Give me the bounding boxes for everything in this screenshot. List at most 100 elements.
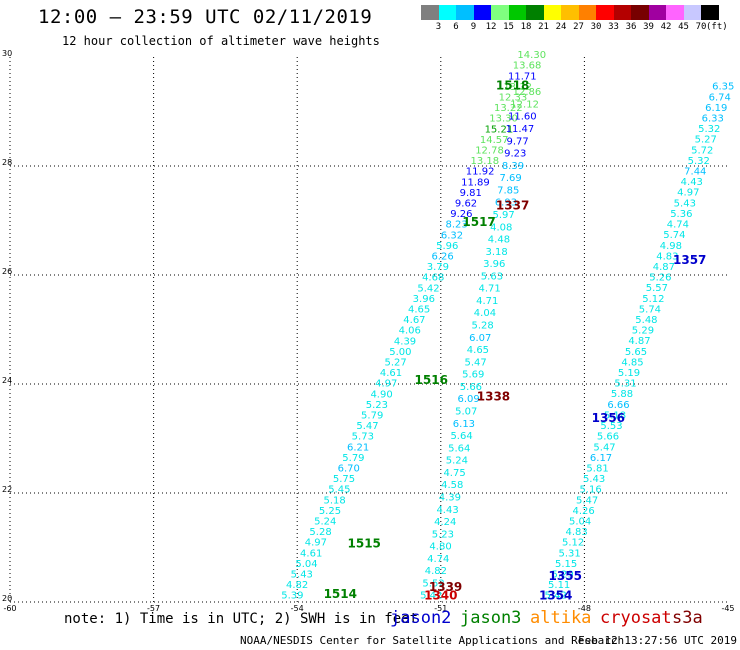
color-scale-cell: [438, 5, 456, 20]
swh-value-track-left: 5.42: [417, 283, 439, 294]
color-scale-cell: [648, 5, 666, 20]
swh-value-track-right: 4.98: [660, 241, 682, 252]
swh-value-track-right: 5.42: [545, 591, 567, 602]
orbit-label: 1515: [348, 537, 381, 551]
swh-value-track-right: 5.36: [670, 209, 692, 220]
swh-value-track-right: 4.85: [621, 357, 643, 368]
swh-value-track-middle: 4.82: [425, 566, 447, 577]
swh-value-track-middle: 4.04: [474, 308, 496, 319]
swh-value-track-left: 4.65: [408, 305, 430, 316]
swh-value-track-right: 5.04: [569, 516, 591, 527]
orbit-label: 1337: [496, 199, 529, 213]
swh-value-track-right: 4.87: [628, 336, 650, 347]
color-scale-cell: [543, 5, 561, 20]
swh-value-track-middle: 4.08: [490, 222, 512, 233]
footer-credit: NOAA/NESDIS Center for Satellite Applica…: [240, 634, 625, 647]
swh-value-track-left: 4.82: [286, 580, 308, 591]
color-scale-cell: [683, 5, 701, 20]
color-scale-unit: (ft): [706, 22, 728, 32]
swh-value-track-left: 5.04: [295, 559, 317, 570]
swh-value-track-left: 5.43: [291, 570, 313, 581]
swh-value-track-right: 5.43: [583, 474, 605, 485]
swh-value-track-left: 5.47: [356, 421, 378, 432]
color-scale-label: 15: [503, 22, 514, 32]
x-tick-label: -51: [434, 604, 447, 613]
legend-jason2: jason2: [390, 608, 452, 628]
swh-value-track-left: 4.61: [300, 548, 322, 559]
swh-value-track-right: 5.29: [632, 326, 654, 337]
swh-value-track-left: 5.18: [324, 495, 346, 506]
x-tick-label: -54: [291, 604, 304, 613]
swh-value-track-middle: 7.69: [499, 173, 521, 184]
swh-value-track-right: 5.74: [663, 230, 685, 241]
swh-value-track-left: 13.68: [513, 61, 542, 72]
color-scale-label: 18: [520, 22, 532, 32]
swh-value-track-right: 6.19: [705, 103, 727, 114]
swh-value-track-left: 5.00: [389, 347, 411, 358]
swh-value-track-right: 5.12: [562, 538, 584, 549]
color-scale-cell: [561, 5, 579, 20]
color-scale-label: 12: [485, 22, 497, 32]
swh-value-track-middle: 6.07: [469, 333, 491, 344]
orbit-label: 1514: [324, 587, 357, 601]
swh-value-track-middle: 4.80: [429, 542, 451, 553]
swh-value-track-middle: 5.66: [460, 382, 482, 393]
color-scale-label: 42: [660, 22, 672, 32]
swh-value-track-middle: 11.47: [506, 124, 535, 135]
swh-value-track-right: 5.74: [639, 304, 661, 315]
swh-value-track-left: 5.25: [319, 506, 341, 517]
swh-value-track-middle: 5.07: [455, 406, 477, 417]
orbit-label: 1518: [496, 79, 529, 93]
swh-value-track-right: 4.83: [565, 527, 587, 538]
swh-value-track-middle: 9.23: [504, 149, 526, 160]
color-scale-cell: [491, 5, 509, 20]
y-tick-label: 28: [2, 158, 12, 167]
swh-value-track-left: 6.26: [431, 252, 453, 263]
swh-value-track-right: 4.83: [656, 251, 678, 262]
swh-value-track-left: 5.96: [436, 241, 458, 252]
swh-value-track-left: 6.21: [347, 442, 369, 453]
color-scale-cell: [421, 5, 439, 20]
swh-value-track-right: 5.53: [600, 421, 622, 432]
swh-value-track-right: 6.66: [607, 400, 629, 411]
color-scale-label: 39: [643, 22, 654, 32]
swh-value-track-left: 5.75: [333, 474, 355, 485]
orbit-label: 1357: [673, 253, 706, 267]
x-tick-label: -57: [147, 604, 160, 613]
swh-value-track-middle: 9.77: [506, 136, 528, 147]
legend-jason3: jason3: [460, 608, 522, 628]
swh-value-track-middle: 12.12: [510, 99, 539, 110]
swh-value-track-right: 5.26: [649, 273, 671, 284]
color-scale-cell: [701, 5, 719, 20]
swh-value-track-right: 4.97: [677, 188, 699, 199]
swh-value-track-middle: 11.60: [508, 112, 537, 123]
swh-value-track-right: 5.11: [548, 580, 570, 591]
swh-value-track-middle: 4.24: [434, 517, 456, 528]
y-tick-label: 22: [2, 485, 12, 494]
swh-value-track-left: 13.12: [503, 82, 532, 93]
color-scale-cell: [473, 5, 491, 20]
swh-value-track-middle: 4.71: [476, 296, 498, 307]
swh-value-track-left: 12.33: [499, 92, 528, 103]
swh-value-track-middle: 3.96: [483, 259, 505, 270]
color-scale-label: 6: [453, 22, 459, 32]
swh-value-track-right: 6.33: [702, 114, 724, 125]
chart-title: 12:00 – 23:59 UTC 02/11/2019: [38, 6, 373, 28]
swh-value-track-left: 14.30: [517, 50, 546, 61]
y-tick-label: 20: [2, 594, 12, 603]
swh-value-track-right: 5.57: [646, 283, 668, 294]
swh-value-track-right: 5.16: [579, 485, 601, 496]
swh-value-track-left: 12.78: [475, 145, 504, 156]
swh-value-track-right: 6.35: [712, 82, 734, 93]
swh-value-track-middle: 6.93: [495, 198, 517, 209]
swh-value-track-right: 5.18: [604, 410, 626, 421]
swh-value-track-right: 5.31: [559, 548, 581, 559]
swh-value-track-left: 4.67: [403, 315, 425, 326]
swh-value-track-middle: 5.24: [446, 456, 468, 467]
color-scale-label: 30: [590, 22, 602, 32]
swh-value-track-right: 5.19: [618, 368, 640, 379]
color-scale-label: 9: [470, 22, 477, 32]
swh-value-track-right: 5.32: [688, 156, 710, 167]
swh-value-track-left: 13.18: [470, 156, 499, 167]
swh-value-track-right: 5.88: [611, 389, 633, 400]
